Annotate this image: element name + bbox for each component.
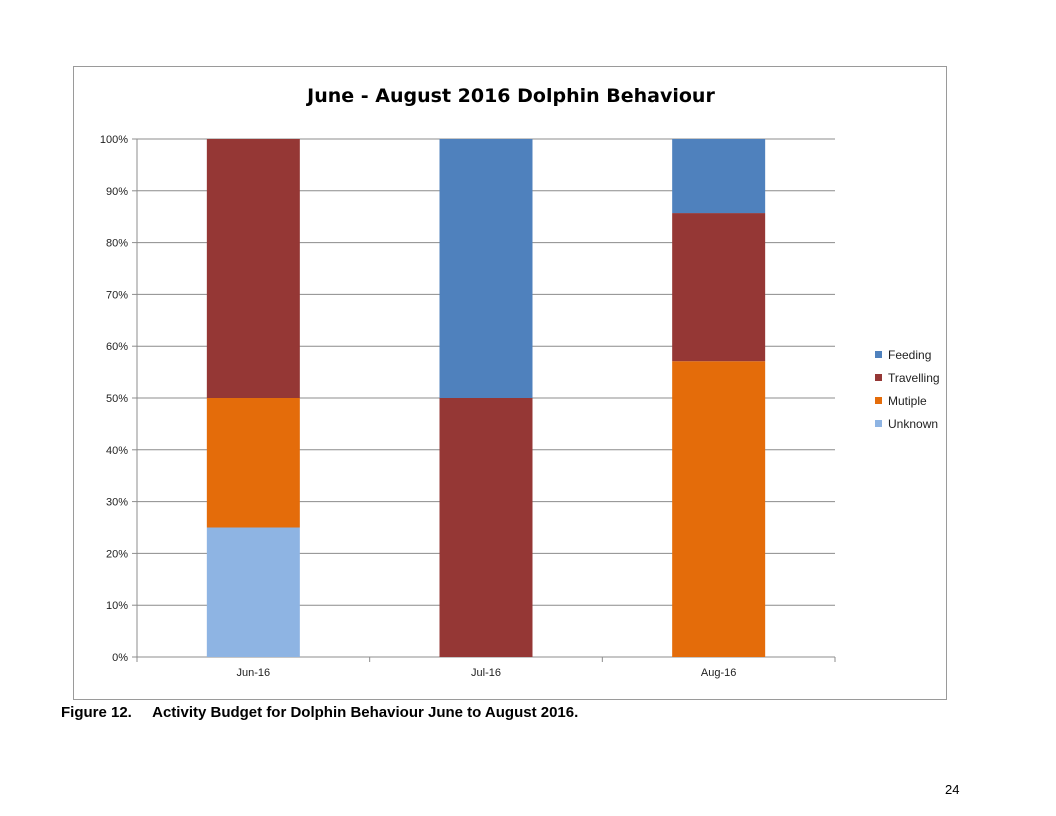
y-tick-label: 100% <box>100 134 128 146</box>
bar-unknown-jun-16 <box>206 527 300 657</box>
y-tick-label: 60% <box>106 341 128 353</box>
legend-swatch-travelling <box>875 374 882 381</box>
y-tick-label: 20% <box>106 548 128 560</box>
bar-feeding-aug-16 <box>672 139 766 214</box>
legend-label-mutiple: Mutiple <box>888 393 927 408</box>
chart-plot: 0% 10% 20% 30% 40% 50% 60% 70% 80% 90% 100% Jun-16 J… <box>100 134 836 679</box>
legend-item-unknown: Unknown <box>875 412 940 435</box>
bar-travelling-jul-16 <box>439 398 533 657</box>
bar-travelling-jun-16 <box>206 139 300 398</box>
x-tick-label: Jul-16 <box>471 667 501 679</box>
y-tick-label: 0% <box>112 652 128 664</box>
bar-mutiple-aug-16 <box>672 361 766 657</box>
legend-item-travelling: Travelling <box>875 366 940 389</box>
bar-travelling-aug-16 <box>672 213 766 362</box>
page-number: 24 <box>945 782 960 797</box>
legend-label-travelling: Travelling <box>888 370 940 385</box>
y-tick-label: 90% <box>106 186 128 198</box>
bar-mutiple-jun-16 <box>206 398 300 528</box>
legend-item-mutiple: Mutiple <box>875 389 940 412</box>
legend-swatch-unknown <box>875 420 882 427</box>
legend: Feeding Travelling Mutiple Unknown <box>875 343 940 435</box>
chart-frame: 0% 10% 20% 30% 40% 50% 60% 70% 80% 90% 100% Jun-16 J… <box>73 66 947 700</box>
y-tick-label: 80% <box>106 238 128 250</box>
y-tick-label: 50% <box>106 393 128 405</box>
legend-label-feeding: Feeding <box>888 347 932 362</box>
legend-label-unknown: Unknown <box>888 416 939 431</box>
legend-swatch-feeding <box>875 351 882 358</box>
x-tick-label: Aug-16 <box>701 667 736 679</box>
y-tick-label: 40% <box>106 445 128 457</box>
legend-item-feeding: Feeding <box>875 343 940 366</box>
legend-swatch-mutiple <box>875 397 882 404</box>
chart-title: June - August 2016 Dolphin Behaviour <box>307 85 715 107</box>
y-tick-label: 70% <box>106 289 128 301</box>
figure-caption: Figure 12. Activity Budget for Dolphin B… <box>61 704 579 721</box>
x-tick-label: Jun-16 <box>237 667 271 679</box>
y-tick-label: 30% <box>106 497 128 509</box>
y-tick-label: 10% <box>106 600 128 612</box>
bar-feeding-jul-16 <box>439 139 533 398</box>
